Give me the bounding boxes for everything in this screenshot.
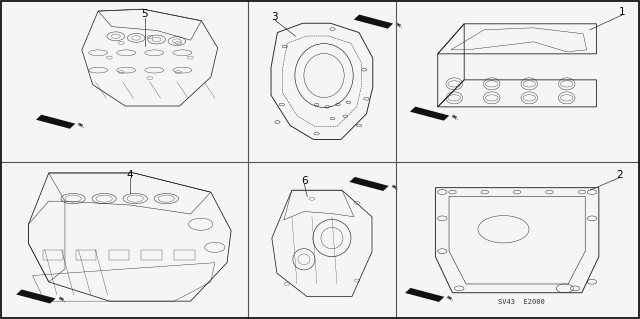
Text: 2: 2 [616, 170, 623, 180]
Bar [174, 250, 195, 260]
Polygon shape [36, 115, 76, 129]
Bar [76, 250, 96, 260]
Text: FR.: FR. [390, 184, 399, 191]
Text: 5: 5 [141, 9, 148, 19]
Text: FR.: FR. [451, 114, 460, 121]
Text: SV43  E2000: SV43 E2000 [498, 300, 545, 305]
Polygon shape [16, 289, 56, 303]
Bar [109, 250, 129, 260]
Bar [43, 250, 63, 260]
Polygon shape [354, 15, 393, 29]
Polygon shape [349, 177, 388, 191]
Text: 1: 1 [618, 7, 625, 17]
Text: 4: 4 [127, 170, 133, 180]
Polygon shape [410, 107, 449, 121]
Text: FR.: FR. [76, 122, 85, 129]
Text: FR.: FR. [57, 297, 66, 304]
Text: FR.: FR. [445, 295, 454, 302]
Text: 6: 6 [301, 176, 308, 186]
Text: FR.: FR. [394, 22, 403, 29]
Polygon shape [405, 288, 444, 302]
Bar [141, 250, 162, 260]
Text: 3: 3 [271, 12, 278, 22]
